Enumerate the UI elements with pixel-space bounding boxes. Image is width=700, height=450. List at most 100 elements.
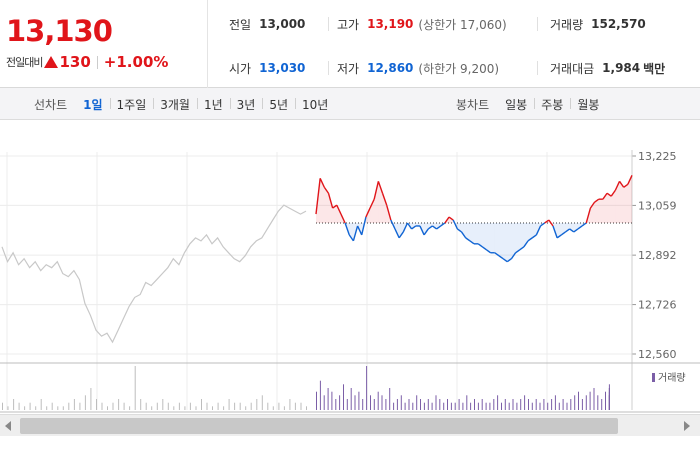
up-price-segment <box>444 216 450 224</box>
up-price-segment <box>332 204 338 209</box>
volume-bar <box>477 402 479 410</box>
info-value: 13,190 <box>367 17 414 31</box>
down-area <box>349 222 354 241</box>
tab-10y[interactable]: 10년 <box>295 96 335 113</box>
volume-bar <box>551 399 553 410</box>
volume-legend-swatch <box>652 373 655 382</box>
up-price-segment <box>365 207 371 218</box>
up-price-segment <box>610 189 616 197</box>
change-row: 전일대비 130 +1.00% <box>6 52 168 72</box>
volume-bar <box>300 402 302 410</box>
down-area <box>523 222 529 247</box>
up-price-segment <box>623 183 629 188</box>
volume-bar <box>597 395 599 410</box>
down-price-segment <box>560 231 566 236</box>
volume-bar <box>68 402 70 410</box>
volume-bar <box>195 406 197 410</box>
divider <box>96 55 98 69</box>
volume-bar <box>134 366 136 410</box>
info-label: 고가 <box>337 17 360 32</box>
up-price-segment <box>315 178 321 215</box>
up-area <box>615 181 620 223</box>
volume-bar <box>497 395 499 410</box>
bottom-padding <box>0 436 700 450</box>
info-value: 152,570 <box>591 17 646 31</box>
volume-bar <box>547 402 549 410</box>
info-value: 13,030 <box>259 61 306 75</box>
volume-bar <box>96 399 97 410</box>
volume-bar <box>343 384 344 410</box>
down-price-segment <box>527 237 533 242</box>
volume-bar <box>447 399 448 410</box>
volume-bar <box>404 402 406 410</box>
scroll-left-icon[interactable] <box>5 421 11 431</box>
up-price-segment <box>614 181 621 191</box>
volume-bar <box>474 399 475 410</box>
price-chart-svg: 13,225 13,059 12,892 12,726 12,560 거래량 <box>0 150 700 413</box>
volume-bar <box>151 406 153 410</box>
tab-daily-candle[interactable]: 일봉 <box>505 97 528 112</box>
volume-bar <box>489 402 491 410</box>
volume-bar <box>167 402 169 410</box>
down-price-segment <box>465 237 471 242</box>
volume-bar <box>319 380 321 410</box>
scroll-thumb[interactable] <box>20 418 618 434</box>
down-area <box>465 222 470 241</box>
volume-bar <box>408 399 410 410</box>
volume-bar <box>354 395 356 410</box>
tab-weekly-candle[interactable]: 주봉 <box>534 96 570 113</box>
up-price-segment <box>327 193 334 209</box>
volume-bar <box>485 402 487 410</box>
divider <box>537 61 538 75</box>
down-area <box>519 222 524 250</box>
volume-bar <box>423 402 425 410</box>
down-price-segment <box>535 225 542 236</box>
tab-3y[interactable]: 3년 <box>229 96 263 113</box>
volume-bar <box>578 391 579 410</box>
tab-1w[interactable]: 1주일 <box>109 96 154 113</box>
tab-monthly-candle[interactable]: 월봉 <box>570 96 606 113</box>
down-area <box>478 222 483 247</box>
tab-1y[interactable]: 1년 <box>196 96 230 113</box>
volume-bar <box>389 388 391 410</box>
volume-bar <box>458 399 460 410</box>
volume-bar <box>206 402 208 410</box>
volume-bar <box>272 406 274 410</box>
volume-bar <box>339 395 341 410</box>
volume-bar <box>454 402 456 410</box>
volume-bar <box>57 406 59 410</box>
volume-bar <box>581 399 583 410</box>
tab-1d[interactable]: 1일 <box>83 97 103 112</box>
volume-bar <box>370 395 371 410</box>
up-area <box>320 178 325 223</box>
down-price-segment <box>573 228 579 233</box>
down-area <box>486 222 491 253</box>
info-low: 저가 12,860 (하한가 9,200) <box>337 58 499 78</box>
tab-3m[interactable]: 3개월 <box>153 96 197 113</box>
volume-bar <box>412 402 414 410</box>
chart-scrollbar[interactable] <box>0 414 700 436</box>
tab-5y[interactable]: 5년 <box>262 96 295 113</box>
down-price-segment <box>556 234 562 239</box>
down-area <box>528 222 533 241</box>
volume-legend-label: 거래량 <box>658 372 686 384</box>
up-area <box>598 199 603 223</box>
volume-bar <box>101 402 103 410</box>
volume-bar <box>331 391 333 410</box>
volume-bar <box>107 406 108 410</box>
scroll-right-icon[interactable] <box>684 421 690 431</box>
down-area <box>469 222 474 244</box>
price-summary: 13,130 전일대비 130 +1.00% <box>0 0 208 88</box>
up-area <box>324 187 329 223</box>
down-area <box>515 222 520 253</box>
volume-bar <box>306 406 307 410</box>
down-price-segment <box>531 234 537 239</box>
divider <box>328 17 329 31</box>
down-price-segment <box>356 225 363 236</box>
price-chart: 13,225 13,059 12,892 12,726 12,560 거래량 <box>0 120 700 450</box>
down-area <box>494 222 499 256</box>
volume-bar <box>501 402 502 410</box>
down-price-segment <box>452 219 459 230</box>
info-trading-value: 거래대금 1,984 백만 <box>550 58 665 78</box>
volume-bar <box>601 399 603 410</box>
